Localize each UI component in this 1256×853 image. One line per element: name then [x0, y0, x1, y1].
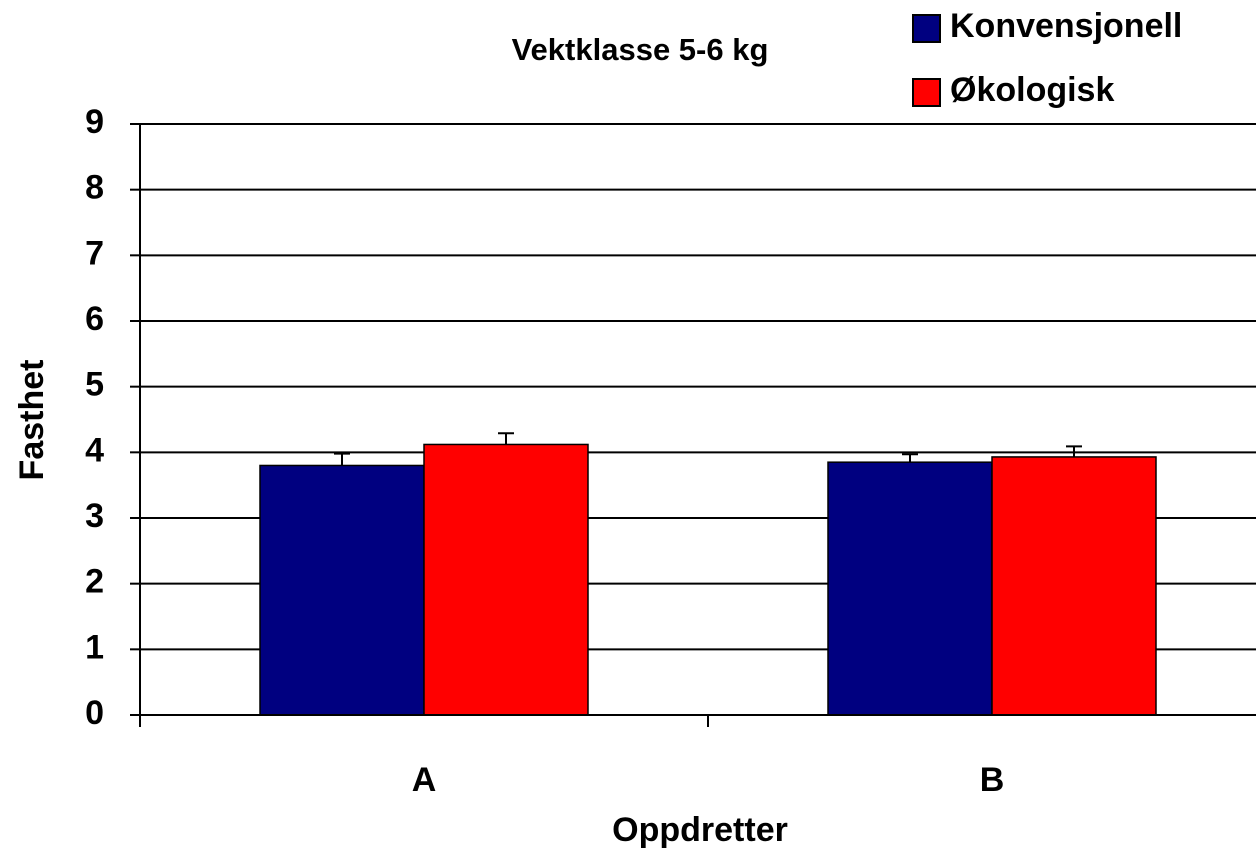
legend-label: Økologisk: [950, 71, 1114, 109]
y-tick-label: 9: [85, 103, 104, 141]
y-tick-label: 2: [85, 563, 104, 601]
y-tick-label: 8: [85, 169, 104, 207]
x-axis-label: Oppdretter: [612, 811, 788, 849]
legend-swatch: [912, 78, 941, 107]
y-tick-label: 6: [85, 300, 104, 338]
x-tick-label: A: [412, 761, 437, 799]
bar: [259, 464, 425, 716]
error-bar: [902, 453, 918, 463]
y-tick-label: 4: [85, 431, 104, 469]
error-bar: [498, 432, 514, 445]
legend-label: Konvensjonell: [950, 7, 1182, 45]
chart-title: Vektklasse 5-6 kg: [512, 32, 769, 67]
y-tick-label: 5: [85, 366, 104, 404]
error-bar: [334, 452, 350, 466]
y-tick-label: 1: [85, 628, 104, 666]
x-tick-label: B: [980, 761, 1005, 799]
y-axis-label: Fasthet: [13, 360, 51, 481]
legend-swatch: [912, 14, 941, 43]
bar: [423, 443, 589, 716]
bar: [991, 456, 1157, 716]
y-tick-label: 0: [85, 694, 104, 732]
bar: [827, 461, 993, 716]
y-tick-label: 7: [85, 234, 104, 272]
y-tick-label: 3: [85, 497, 104, 535]
error-bar: [1066, 445, 1082, 457]
